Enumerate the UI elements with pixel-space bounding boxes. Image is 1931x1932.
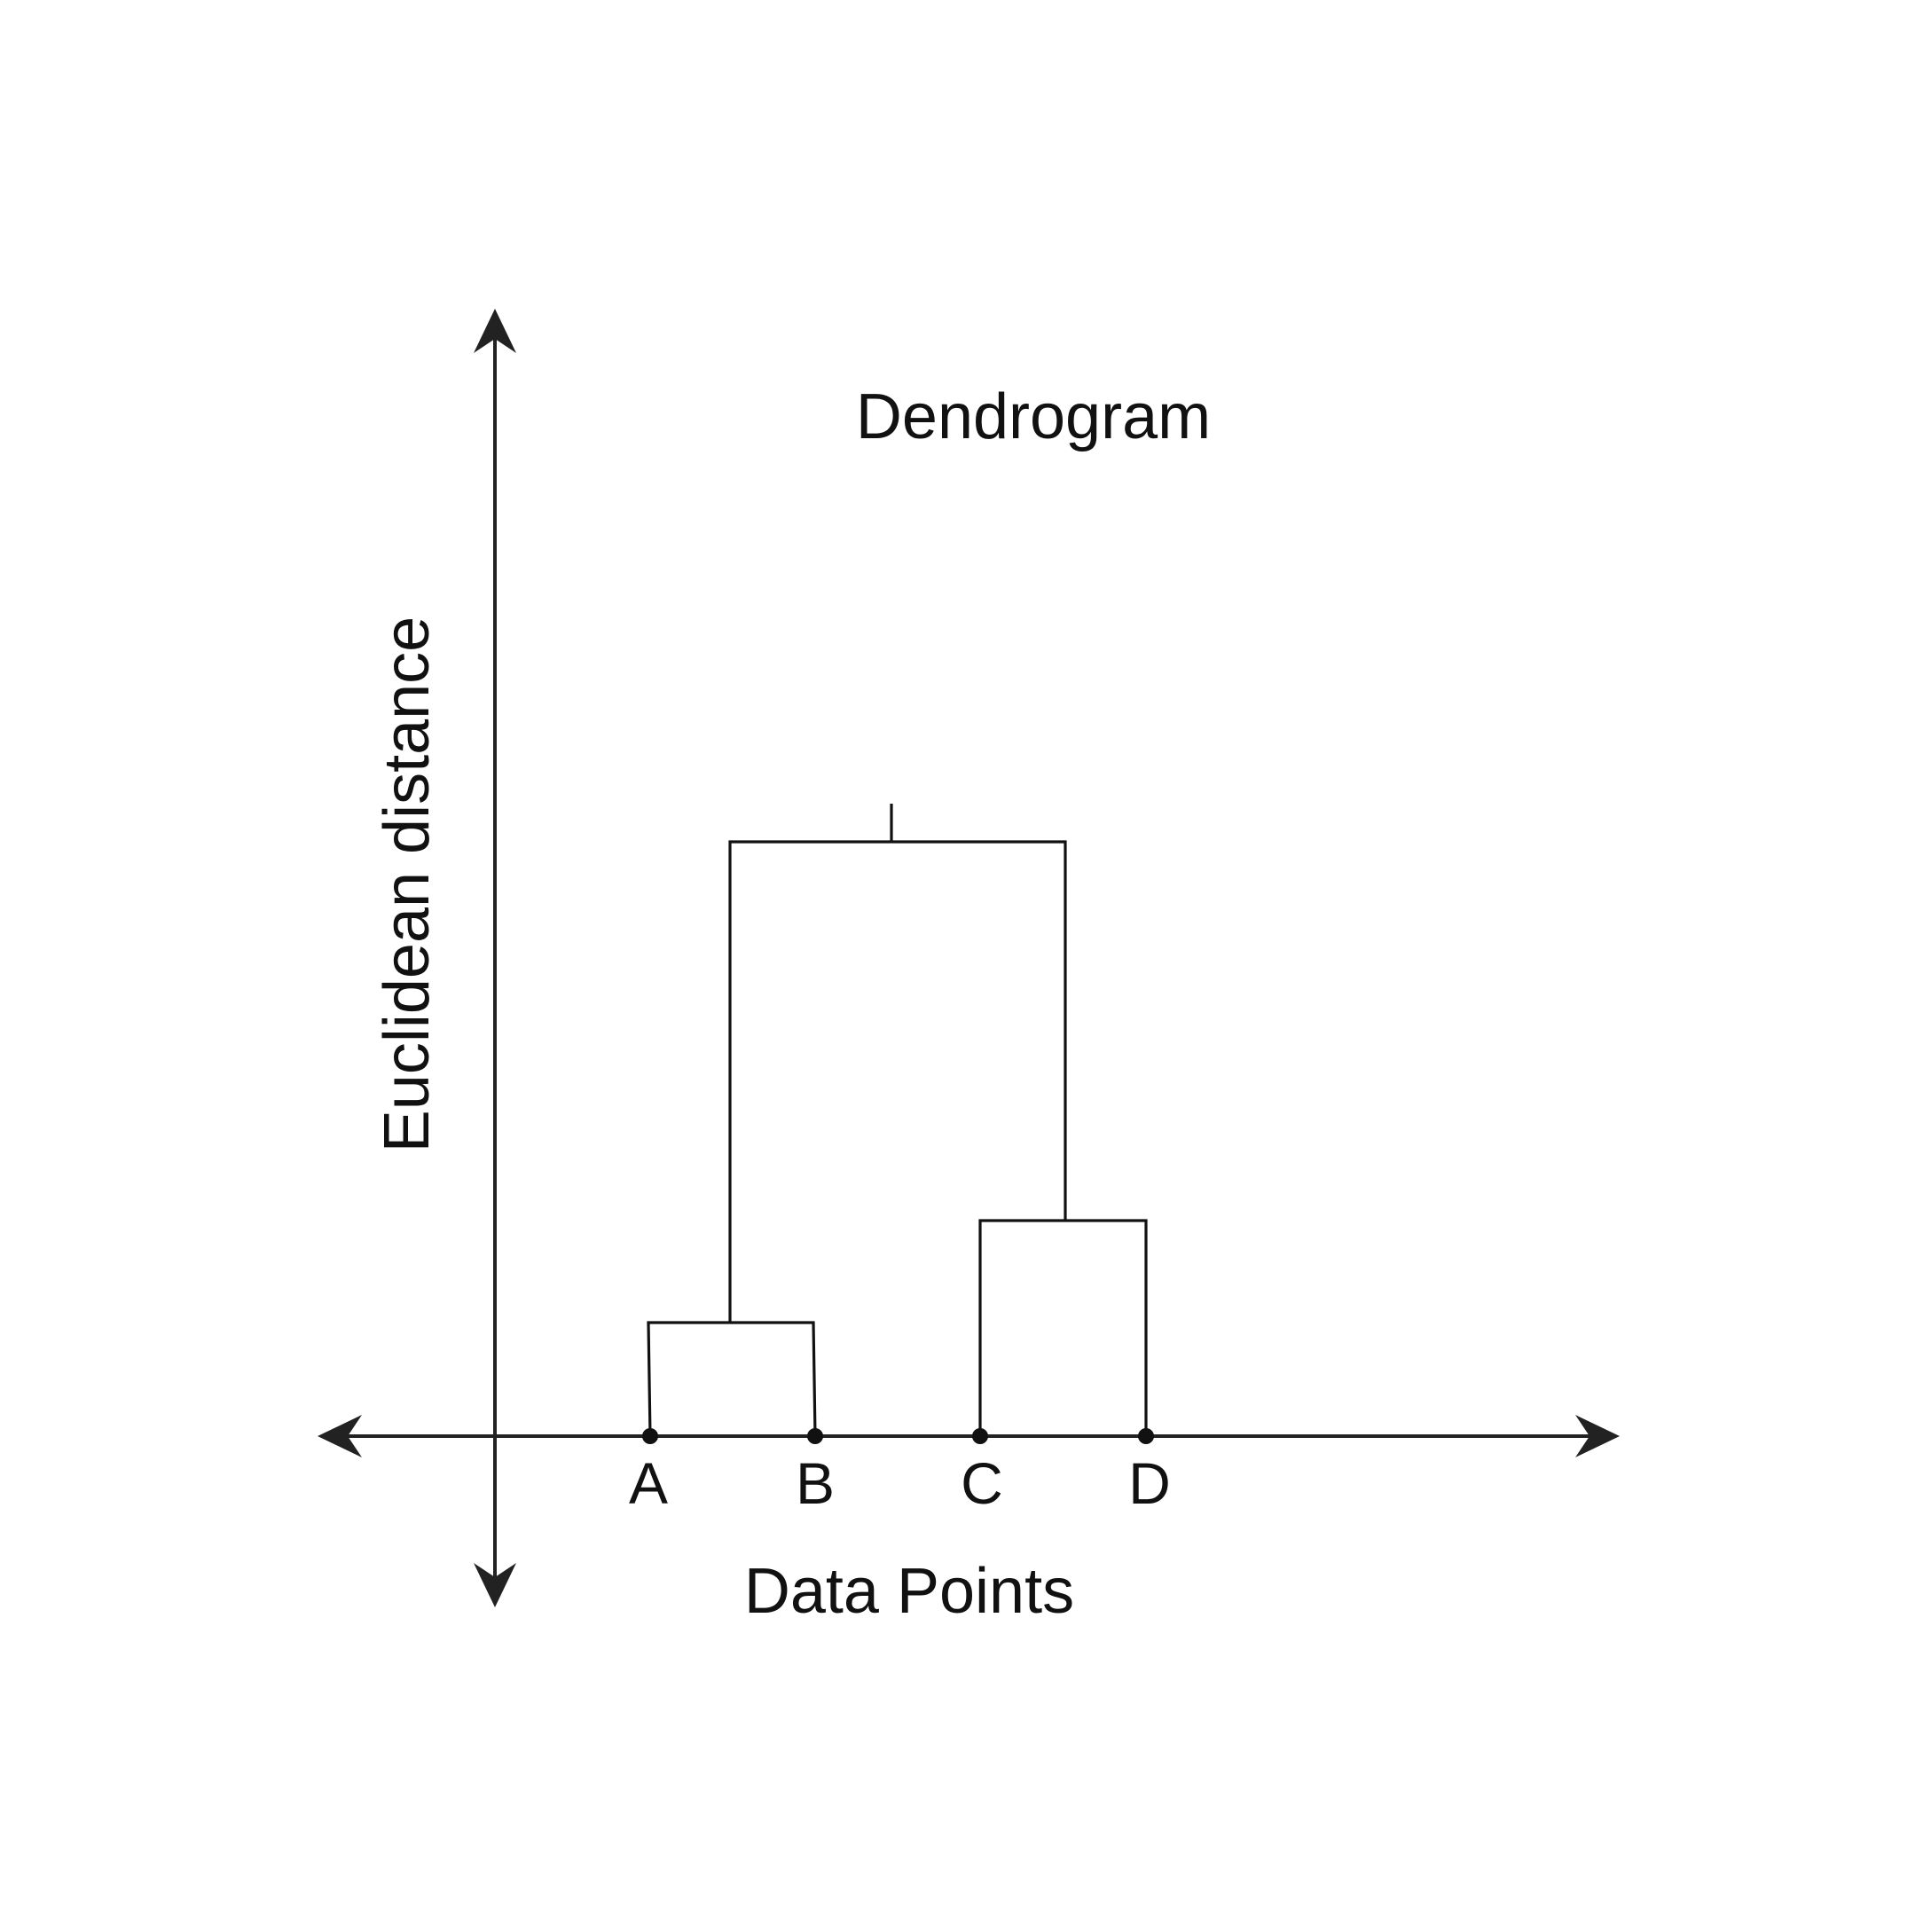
y-axis-down-arrow-icon — [474, 1563, 516, 1607]
x-axis — [318, 1415, 1620, 1457]
root-link — [728, 840, 1067, 1323]
dendrogram-tree — [647, 804, 1148, 1437]
cluster-ab-link — [647, 1321, 817, 1437]
diagram-title: Dendrogram — [856, 381, 1211, 452]
leaf-label-d: D — [1128, 1450, 1171, 1516]
x-axis-label: Data Points — [744, 1556, 1074, 1627]
y-axis-up-arrow-icon — [474, 309, 516, 353]
y-axis — [474, 309, 516, 1607]
x-axis-left-arrow-icon — [318, 1415, 362, 1457]
leaf-point-b — [807, 1428, 823, 1444]
leaf-point-a — [642, 1428, 658, 1444]
cluster-cd-link — [978, 1219, 1148, 1436]
leaf-labels: A B C D — [629, 1450, 1171, 1516]
x-axis-right-arrow-icon — [1575, 1415, 1620, 1457]
leaf-label-a: A — [629, 1450, 668, 1516]
leaf-label-c: C — [961, 1450, 1003, 1516]
leaf-points — [642, 1428, 1154, 1444]
leaf-label-b: B — [796, 1450, 835, 1516]
y-axis-label: Euclidean distance — [372, 617, 443, 1152]
leaf-point-c — [972, 1428, 988, 1444]
leaf-point-d — [1138, 1428, 1154, 1444]
